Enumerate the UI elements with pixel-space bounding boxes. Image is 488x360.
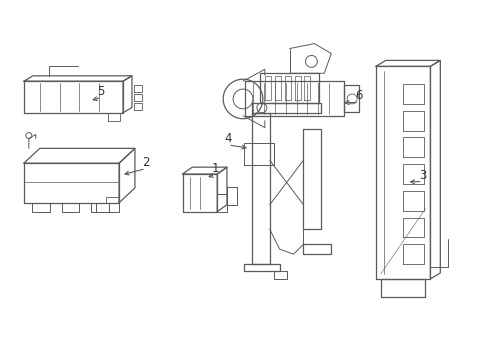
Text: 1: 1 <box>211 162 219 175</box>
Text: 6: 6 <box>355 90 362 103</box>
Text: 4: 4 <box>224 132 231 145</box>
Text: 2: 2 <box>142 156 149 169</box>
Text: 5: 5 <box>97 85 105 98</box>
Text: 3: 3 <box>418 168 425 181</box>
